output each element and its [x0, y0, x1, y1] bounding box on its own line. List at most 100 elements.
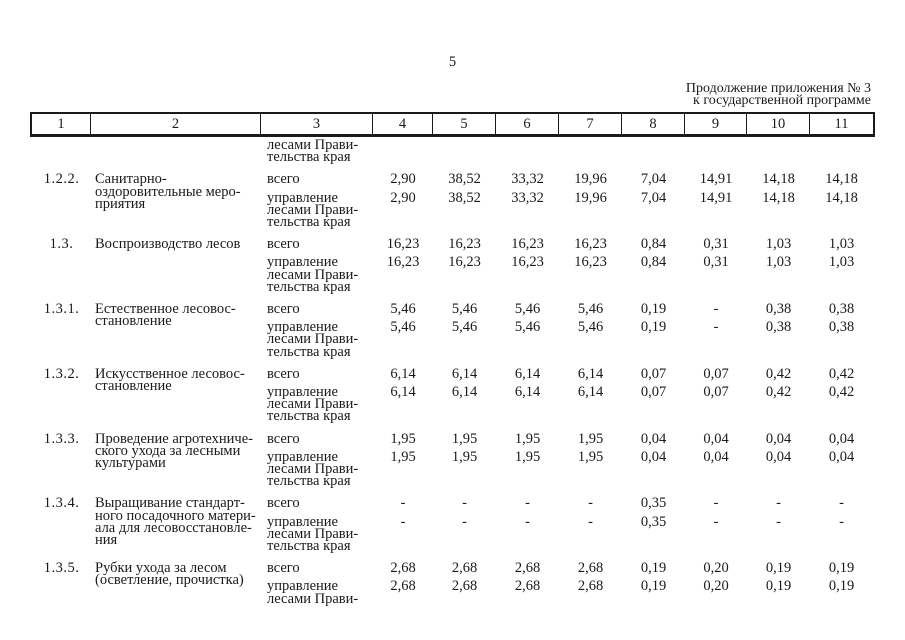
executor-total-label: всего — [267, 171, 300, 188]
text-line: управление — [267, 448, 338, 465]
total-value: 0,42 — [765, 365, 792, 382]
column-header: 4 — [373, 114, 433, 134]
text-line: лесами Прави- — [267, 396, 359, 413]
executor-total-label: всего — [267, 301, 300, 318]
manager-value: 2,68 — [390, 578, 416, 595]
total-value: 1,95 — [451, 430, 478, 447]
row-index: 1.2.2. — [43, 171, 80, 188]
value-cell: 2,68 2,68 — [433, 560, 496, 605]
text-line: лесами Прави- — [267, 331, 359, 348]
executor-total-label: всего — [267, 236, 300, 253]
text-line: Естественное лесовос- — [95, 301, 236, 318]
carryover-cell: лесами Прави- тельства края — [261, 137, 373, 165]
value-cell: 14,18 14,18 — [810, 171, 873, 228]
manager-value: 5,46 — [577, 319, 604, 336]
total-value: - — [776, 495, 781, 512]
continuation-note: Продолжение приложения № 3 к государстве… — [686, 82, 871, 108]
value-cell: 5,46 5,46 — [433, 301, 496, 358]
value-cell: 0,04 0,04 — [747, 430, 810, 488]
total-value: 19,96 — [574, 171, 607, 188]
text-line: становление — [95, 378, 172, 395]
executor-total-label: всего — [267, 495, 300, 512]
total-value: 14,91 — [699, 171, 733, 188]
total-value: 1,95 — [390, 430, 416, 447]
total-value: - — [400, 495, 406, 512]
row-index: 1.3. — [49, 236, 74, 253]
total-value: 5,46 — [451, 301, 478, 318]
value-cell: 0,38 0,38 — [810, 301, 873, 358]
value-cell: 0,19 0,19 — [622, 302, 685, 358]
value-cell: 6,14 6,14 — [559, 366, 622, 423]
manager-value: 0,42 — [828, 384, 855, 401]
total-value: 0,19 — [640, 560, 667, 577]
text-line: Проведение агротехниче- — [95, 430, 253, 447]
text-line: Искусственное лесовос- — [95, 365, 245, 382]
table-row: 1.3.1. Естественное лесовос-становление … — [30, 301, 875, 359]
total-value: 14,18 — [762, 171, 795, 188]
total-value: 0,35 — [640, 495, 667, 512]
text-line: управление — [267, 319, 338, 336]
row-index: 1.3.5. — [43, 560, 80, 577]
value-cell: - - — [433, 496, 496, 552]
text-line: тельства края — [267, 473, 351, 490]
column-header: 10 — [747, 114, 810, 134]
table-row: 1.3. Воспроизводство лесов всего управле… — [30, 236, 875, 294]
manager-value: 0,19 — [828, 578, 855, 595]
manager-value: 1,03 — [828, 254, 855, 271]
total-value: 14,18 — [825, 171, 858, 188]
manager-value: 0,19 — [640, 319, 667, 336]
total-value: 0,38 — [828, 301, 855, 318]
total-value: 0,19 — [828, 560, 855, 577]
total-value: - — [713, 301, 719, 318]
manager-value: 0,04 — [765, 448, 792, 465]
value-cell: - - — [373, 495, 433, 552]
total-value: 16,23 — [448, 236, 481, 253]
column-header: 11 — [834, 116, 849, 132]
manager-value: 1,03 — [765, 254, 792, 271]
total-value: - — [588, 495, 593, 512]
manager-value: - — [713, 319, 719, 336]
table-header-row: 1 2 3 4 5 6 7 8 9 10 11 — [30, 112, 875, 137]
manager-value: - — [462, 513, 467, 530]
row-index: 1.3.2. — [43, 365, 80, 382]
manager-value: 1,95 — [451, 448, 478, 465]
total-value: 2,68 — [451, 560, 478, 577]
text-line: становление — [95, 313, 172, 330]
text-line: лесами Прави- — [267, 590, 359, 607]
manager-value: 16,23 — [511, 254, 544, 271]
value-cell: - - — [747, 495, 810, 552]
value-cell: 0,35 0,35 — [622, 495, 685, 552]
column-header: 8 — [622, 114, 685, 134]
row-executor: всего управление лесами Прави-тельства кр… — [261, 301, 373, 359]
text-line: лесами Прави- — [267, 201, 359, 218]
manager-value: 5,46 — [514, 319, 541, 336]
text-line: Воспроизводство лесов — [95, 236, 241, 253]
manager-value: 6,14 — [390, 384, 416, 401]
total-value: 0,04 — [703, 430, 729, 447]
total-value: 6,14 — [451, 365, 478, 382]
value-cell: 1,95 1,95 — [433, 430, 496, 488]
value-cell: 2,68 2,68 — [559, 561, 622, 605]
row-index: 1.3.1. — [43, 301, 80, 318]
total-value: 1,95 — [577, 430, 604, 447]
value-cell: 2,90 2,90 — [373, 172, 433, 228]
text-line: управление — [267, 189, 338, 206]
text-line: (осветление, прочистка) — [95, 572, 244, 589]
total-value: 0,04 — [828, 430, 855, 447]
manager-value: 5,46 — [390, 319, 416, 336]
value-cell: 1,95 1,95 — [496, 431, 559, 488]
manager-value: 14,18 — [762, 189, 795, 206]
carryover-line: лесами Прави- — [267, 137, 359, 153]
manager-value: 6,14 — [577, 384, 604, 401]
column-header: 2 — [91, 114, 261, 134]
value-cell: 5,46 5,46 — [373, 302, 433, 358]
total-value: 0,04 — [765, 430, 792, 447]
total-value: 16,23 — [511, 236, 544, 253]
executor-manager-label: управление лесами Прави-тельства края — [267, 319, 373, 359]
text-line: тельства края — [267, 408, 351, 425]
value-cell: 6,14 6,14 — [373, 366, 433, 423]
row-executor: всего управление лесами Прави-тельства кр… — [261, 495, 373, 553]
total-value: - — [839, 495, 844, 512]
manager-value: 6,14 — [514, 384, 541, 401]
text-line: ского ухода за лесными — [95, 442, 241, 459]
